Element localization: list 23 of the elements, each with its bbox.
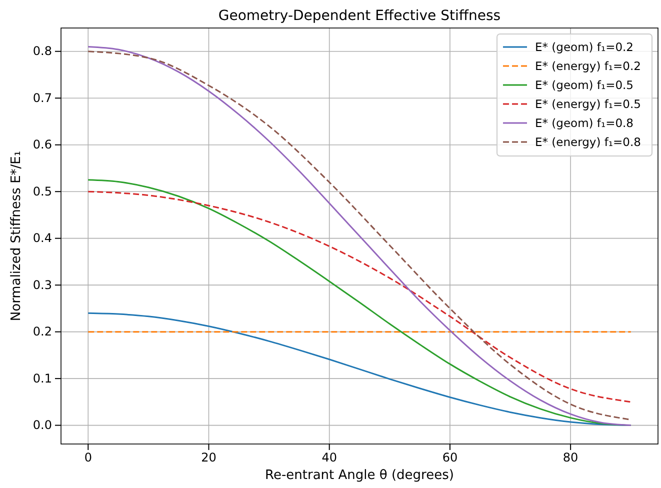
y-tick-label: 0.8 bbox=[32, 44, 52, 58]
y-tick-label: 0.0 bbox=[32, 418, 52, 432]
y-tick-label: 0.4 bbox=[32, 231, 52, 246]
x-tick-label: 40 bbox=[322, 450, 337, 465]
legend-label: E* (energy) f₁=0.8 bbox=[535, 135, 641, 149]
y-tick-label: 0.3 bbox=[32, 278, 52, 292]
x-tick-label: 20 bbox=[201, 450, 216, 465]
legend-label: E* (energy) f₁=0.2 bbox=[535, 59, 641, 73]
y-axis-title: Normalized Stiffness E*/E₁ bbox=[9, 150, 24, 322]
legend-label: E* (geom) f₁=0.2 bbox=[535, 40, 634, 54]
x-axis-title: Re-entrant Angle θ (degrees) bbox=[265, 468, 454, 483]
legend-label: E* (energy) f₁=0.5 bbox=[535, 97, 641, 111]
chart-title: Geometry-Dependent Effective Stiffness bbox=[218, 8, 501, 24]
x-tick-label: 60 bbox=[442, 450, 458, 465]
x-tick-label: 0 bbox=[84, 450, 92, 465]
y-tick-label: 0.5 bbox=[32, 184, 52, 198]
y-tick-label: 0.6 bbox=[32, 138, 52, 152]
y-tick-label: 0.2 bbox=[32, 324, 52, 339]
legend-label: E* (geom) f₁=0.8 bbox=[535, 116, 634, 130]
y-tick-label: 0.1 bbox=[32, 371, 52, 386]
y-tick-label: 0.7 bbox=[32, 90, 52, 105]
legend-label: E* (geom) f₁=0.5 bbox=[535, 78, 634, 92]
x-tick-label: 80 bbox=[562, 450, 578, 465]
